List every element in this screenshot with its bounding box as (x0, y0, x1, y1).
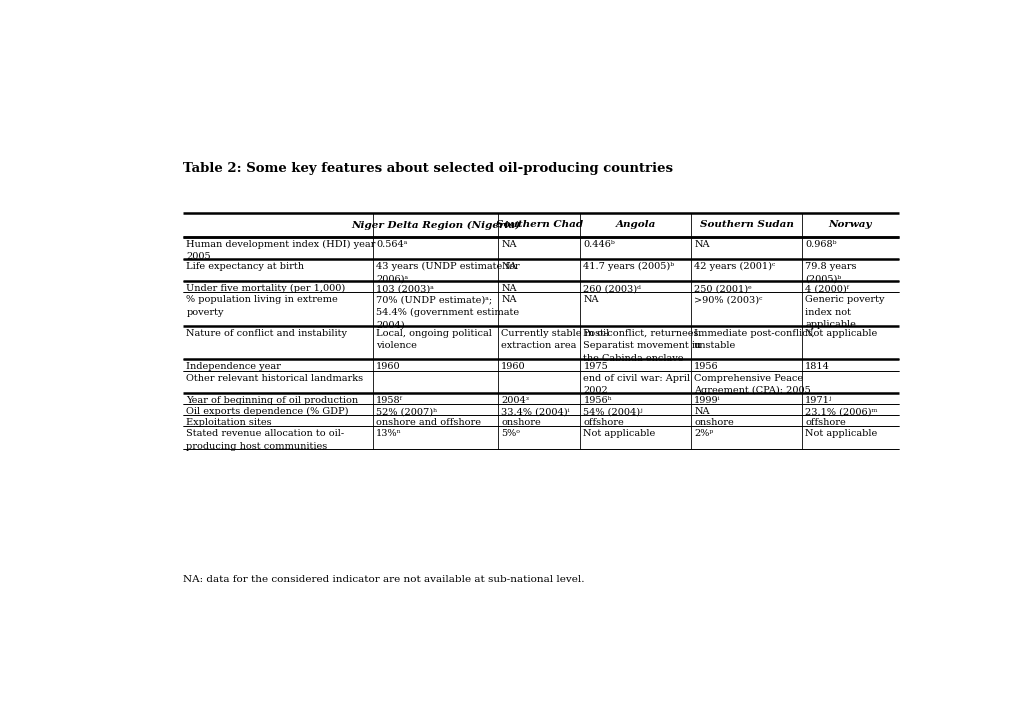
Text: offshore: offshore (804, 418, 845, 427)
Text: NA: NA (500, 284, 517, 293)
Text: 0.564ᵃ: 0.564ᵃ (376, 240, 407, 248)
Text: % population living in extreme
poverty: % population living in extreme poverty (186, 295, 338, 317)
Text: Oil exports dependence (% GDP): Oil exports dependence (% GDP) (186, 407, 348, 416)
Text: Southern Chad: Southern Chad (495, 220, 582, 230)
Text: 13%ⁿ: 13%ⁿ (376, 429, 401, 438)
Text: 2%ᵖ: 2%ᵖ (694, 429, 713, 438)
Text: NA: NA (500, 295, 517, 305)
Text: Under five mortality (per 1,000): Under five mortality (per 1,000) (186, 284, 345, 294)
Text: 103 (2003)ᵃ: 103 (2003)ᵃ (376, 284, 433, 293)
Text: NA: NA (583, 295, 598, 305)
Text: 41.7 years (2005)ᵇ: 41.7 years (2005)ᵇ (583, 262, 674, 271)
Text: Niger Delta Region (Nigeria): Niger Delta Region (Nigeria) (351, 220, 520, 230)
Text: Not applicable: Not applicable (804, 429, 876, 438)
Text: 1956: 1956 (694, 362, 718, 372)
Text: 33.4% (2004)ⁱ: 33.4% (2004)ⁱ (500, 407, 569, 416)
Text: Table 2: Some key features about selected oil-producing countries: Table 2: Some key features about selecte… (183, 162, 673, 175)
Text: Currently stable in oil
extraction area: Currently stable in oil extraction area (500, 329, 608, 351)
Text: Not applicable: Not applicable (804, 329, 876, 338)
Text: Post-conflict, returnees.
Separatist movement in
the Cabinda enclave: Post-conflict, returnees. Separatist mov… (583, 329, 701, 363)
Text: 1960: 1960 (500, 362, 525, 372)
Text: Norway: Norway (827, 220, 871, 230)
Text: 2004ᶟ: 2004ᶟ (500, 396, 529, 405)
Text: Angola: Angola (614, 220, 655, 230)
Text: 260 (2003)ᵈ: 260 (2003)ᵈ (583, 284, 641, 293)
Text: NA: NA (694, 240, 709, 248)
Text: NA: NA (500, 262, 517, 271)
Text: NA: NA (694, 407, 709, 416)
Text: onshore: onshore (500, 418, 540, 427)
Text: Year of beginning of oil production: Year of beginning of oil production (186, 396, 358, 405)
Text: 1958ᶠ: 1958ᶠ (376, 396, 403, 405)
Text: Comprehensive Peace
Agreement (CPA): 2005: Comprehensive Peace Agreement (CPA): 200… (694, 374, 810, 395)
Text: offshore: offshore (583, 418, 624, 427)
Text: end of civil war: April
2002: end of civil war: April 2002 (583, 374, 690, 395)
Text: Immediate post-conflict,
unstable: Immediate post-conflict, unstable (694, 329, 814, 351)
Text: Nature of conflict and instability: Nature of conflict and instability (186, 329, 347, 338)
Text: Stated revenue allocation to oil-
producing host communities: Stated revenue allocation to oil- produc… (186, 429, 344, 451)
Text: onshore: onshore (694, 418, 734, 427)
Text: 70% (UNDP estimate)ᵃ;
54.4% (government estimate
2004): 70% (UNDP estimate)ᵃ; 54.4% (government … (376, 295, 519, 330)
Text: 23.1% (2006)ᵐ: 23.1% (2006)ᵐ (804, 407, 877, 416)
Text: onshore and offshore: onshore and offshore (376, 418, 481, 427)
Text: Southern Sudan: Southern Sudan (699, 220, 793, 230)
Text: 1960: 1960 (376, 362, 400, 372)
Text: NA: data for the considered indicator are not available at sub-national level.: NA: data for the considered indicator ar… (183, 575, 584, 585)
Text: 1971ʲ: 1971ʲ (804, 396, 832, 405)
Text: 4 (2000)ᶠ: 4 (2000)ᶠ (804, 284, 848, 293)
Text: Local, ongoing political
violence: Local, ongoing political violence (376, 329, 491, 351)
Text: 1814: 1814 (804, 362, 829, 372)
Text: 52% (2007)ʰ: 52% (2007)ʰ (376, 407, 437, 416)
Text: 43 years (UNDP estimate for
2006)ᵃ: 43 years (UNDP estimate for 2006)ᵃ (376, 262, 519, 284)
Text: Exploitation sites: Exploitation sites (186, 418, 272, 427)
Text: 42 years (2001)ᶜ: 42 years (2001)ᶜ (694, 262, 774, 271)
Text: 1999ⁱ: 1999ⁱ (694, 396, 720, 405)
Text: 0.968ᵇ: 0.968ᵇ (804, 240, 836, 248)
Text: 54% (2004)ʲ: 54% (2004)ʲ (583, 407, 642, 416)
Text: 79.8 years
(2005)ᵇ: 79.8 years (2005)ᵇ (804, 262, 856, 284)
Text: 1975: 1975 (583, 362, 607, 372)
Text: 5%ᵒ: 5%ᵒ (500, 429, 520, 438)
Text: Human development index (HDI) year
2005: Human development index (HDI) year 2005 (186, 240, 375, 261)
Text: >90% (2003)ᶜ: >90% (2003)ᶜ (694, 295, 762, 305)
Text: Not applicable: Not applicable (583, 429, 655, 438)
Text: 1956ʰ: 1956ʰ (583, 396, 611, 405)
Text: Generic poverty
index not
applicable: Generic poverty index not applicable (804, 295, 883, 330)
Text: 0.446ᵇ: 0.446ᵇ (583, 240, 614, 248)
Text: NA: NA (500, 240, 517, 248)
Text: Independence year: Independence year (186, 362, 281, 372)
Text: 250 (2001)ᵉ: 250 (2001)ᵉ (694, 284, 751, 293)
Text: Life expectancy at birth: Life expectancy at birth (186, 262, 304, 271)
Text: Other relevant historical landmarks: Other relevant historical landmarks (186, 374, 363, 382)
